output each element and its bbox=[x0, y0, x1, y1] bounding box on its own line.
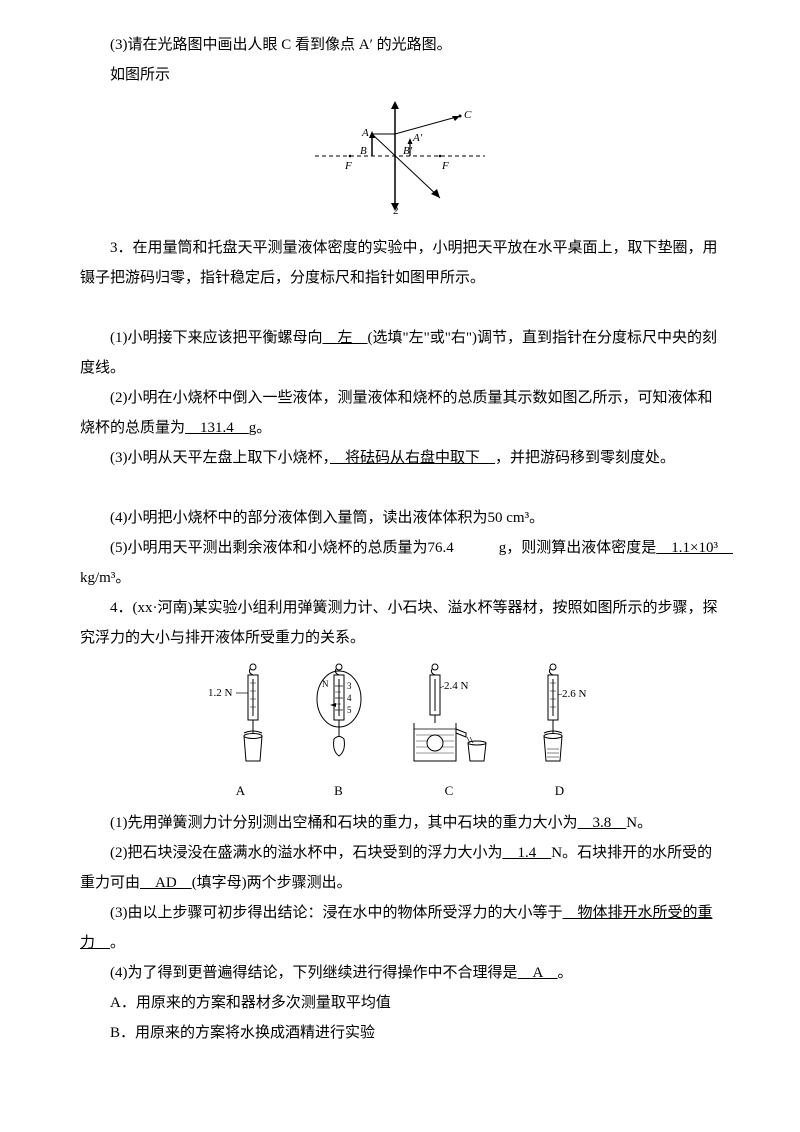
fig-C-label: 2.4 N bbox=[444, 680, 469, 692]
label-F-right: F bbox=[441, 160, 449, 172]
q3-blank5: 1.1×10³ bbox=[656, 540, 733, 556]
q4-p1b: N。 bbox=[626, 815, 652, 831]
q3-p5: (5)小明用天平测出剩余液体和小烧杯的总质量为76.4 g，则测算出液体密度是 … bbox=[80, 533, 720, 593]
fig-D-letter: D bbox=[555, 778, 564, 804]
fig-A: 1.2 N A bbox=[206, 661, 276, 804]
fig-C: 2.4 N C bbox=[402, 661, 497, 804]
q3-p4: (4)小明把小烧杯中的部分液体倒入量筒，读出液体体积为50 cm³。 bbox=[80, 503, 720, 533]
label-bottom: 2 bbox=[393, 205, 399, 216]
q3-p1: (1)小明接下来应该把平衡螺母向 左 (选填"左"或"右")调节，直到指针在分度… bbox=[80, 323, 720, 383]
q3-p1a: (1)小明接下来应该把平衡螺母向 bbox=[110, 330, 323, 346]
fig-B-letter: B bbox=[334, 778, 343, 804]
q2-diagram: F F A B A′ B′ C 2 bbox=[80, 96, 720, 227]
q3-p3: (3)小明从天平左盘上取下小烧杯， 将砝码从右盘中取下 ，并把游码移到零刻度处。 bbox=[80, 443, 720, 473]
q3-p5b: kg/m³。 bbox=[80, 570, 130, 586]
fig-D-svg: 2.6 N bbox=[525, 661, 595, 776]
fig-A-svg: 1.2 N bbox=[206, 661, 276, 776]
q4-p2c: (填字母)两个步骤测出。 bbox=[192, 875, 352, 891]
q3-blank3: 将砝码从右盘中取下 bbox=[330, 450, 495, 466]
q3-stem: 3．在用量筒和托盘天平测量液体密度的实验中，小明把天平放在水平桌面上，取下垫圈，… bbox=[80, 233, 720, 293]
scale-3: 3 bbox=[347, 681, 352, 691]
label-C: C bbox=[464, 109, 472, 121]
label-F-left: F bbox=[344, 160, 352, 172]
q3-p5a: (5)小明用天平测出剩余液体和小烧杯的总质量为76.4 g，则测算出液体密度是 bbox=[110, 540, 656, 556]
fig-B-svg: N 3 4 5 bbox=[304, 661, 374, 776]
label-Bprime: B′ bbox=[403, 145, 413, 157]
q3-spacer2 bbox=[80, 473, 720, 503]
scale-4: 4 bbox=[347, 693, 352, 703]
q4-p4a: (4)为了得到更普遍得结论，下列继续进行得操作中不合理得是 bbox=[110, 965, 518, 981]
q3-p2b: g。 bbox=[249, 420, 272, 436]
q3-p3a: (3)小明从天平左盘上取下小烧杯， bbox=[110, 450, 330, 466]
q4-p1a: (1)先用弹簧测力计分别测出空桶和石块的重力，其中石块的重力大小为 bbox=[110, 815, 578, 831]
q2-part3: (3)请在光路图中画出人眼 C 看到像点 A′ 的光路图。 bbox=[80, 30, 720, 60]
q4-p2: (2)把石块浸没在盛满水的溢水杯中，石块受到的浮力大小为 1.4 N。石块排开的… bbox=[80, 838, 720, 898]
scale-N: N bbox=[322, 679, 329, 689]
fig-C-letter: C bbox=[445, 778, 454, 804]
q4-optA: A．用原来的方案和器材多次测量取平均值 bbox=[80, 988, 720, 1018]
fig-B: N 3 4 5 B bbox=[304, 661, 374, 804]
q4-optB: B．用原来的方案将水换成酒精进行实验 bbox=[80, 1018, 720, 1048]
fig-D: 2.6 N D bbox=[525, 661, 595, 804]
q4-p1: (1)先用弹簧测力计分别测出空桶和石块的重力，其中石块的重力大小为 3.8 N。 bbox=[80, 808, 720, 838]
q4-p4b: 。 bbox=[558, 965, 573, 981]
fig-A-label: 1.2 N bbox=[208, 687, 233, 699]
q4-p3: (3)由以上步骤可初步得出结论：浸在水中的物体所受浮力的大小等于 物体排开水所受… bbox=[80, 898, 720, 958]
q2-ans-ref: 如图所示 bbox=[80, 60, 720, 90]
scale-5: 5 bbox=[347, 705, 352, 715]
label-B: B bbox=[360, 145, 367, 157]
page: (3)请在光路图中画出人眼 C 看到像点 A′ 的光路图。 如图所示 F F A… bbox=[0, 0, 800, 1132]
q3-blank2: 131.4 bbox=[185, 420, 249, 436]
q3-p2a: (2)小明在小烧杯中倒入一些液体，测量液体和烧杯的总质量其示数如图乙所示，可知液… bbox=[80, 390, 713, 436]
q4-figures: 1.2 N A N 3 bbox=[80, 661, 720, 804]
q4-p3b: 。 bbox=[110, 935, 125, 951]
q4-blank4: A bbox=[518, 965, 558, 981]
fig-D-label: 2.6 N bbox=[562, 688, 587, 700]
q4-p4: (4)为了得到更普遍得结论，下列继续进行得操作中不合理得是 A 。 bbox=[80, 958, 720, 988]
q4-blank1: 3.8 bbox=[578, 815, 627, 831]
q3-p2: (2)小明在小烧杯中倒入一些液体，测量液体和烧杯的总质量其示数如图乙所示，可知液… bbox=[80, 383, 720, 443]
label-Aprime: A′ bbox=[412, 132, 423, 144]
q3-p3b: ，并把游码移到零刻度处。 bbox=[495, 450, 675, 466]
lens-ray-svg: F F A B A′ B′ C 2 bbox=[310, 96, 490, 216]
q4-blank2: 1.4 bbox=[503, 845, 552, 861]
q3-blank1: 左 bbox=[323, 330, 368, 346]
q4-stem: 4．(xx·河南)某实验小组利用弹簧测力计、小石块、溢水杯等器材，按照如图所示的… bbox=[80, 593, 720, 653]
q4-p2a: (2)把石块浸没在盛满水的溢水杯中，石块受到的浮力大小为 bbox=[110, 845, 503, 861]
q4-blank2b: AD bbox=[140, 875, 192, 891]
label-A: A bbox=[361, 127, 369, 139]
fig-C-svg: 2.4 N bbox=[402, 661, 497, 776]
q4-p3a: (3)由以上步骤可初步得出结论：浸在水中的物体所受浮力的大小等于 bbox=[110, 905, 563, 921]
q2-part3-text: (3)请在光路图中画出人眼 C 看到像点 A′ 的光路图。 bbox=[110, 37, 452, 53]
q3-spacer bbox=[80, 293, 720, 323]
fig-A-letter: A bbox=[236, 778, 245, 804]
